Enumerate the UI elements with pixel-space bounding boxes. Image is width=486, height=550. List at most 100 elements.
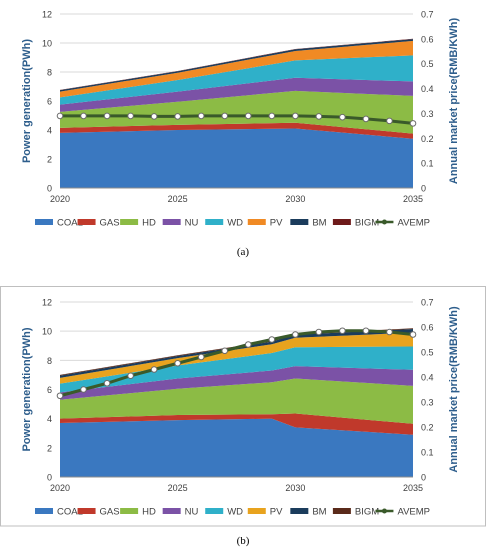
legend-label-gas: GAS xyxy=(100,507,120,518)
avemp-line xyxy=(60,114,414,125)
y-axis-title: Power generation(PWh) xyxy=(21,327,33,451)
y2-tick-label: 0.7 xyxy=(421,298,434,308)
y-tick-label: 12 xyxy=(42,298,52,308)
legend-label-bigm: BIGM xyxy=(355,218,379,229)
avemp-point xyxy=(221,112,229,120)
caption-a: (a) xyxy=(236,246,250,258)
avemp-point xyxy=(244,112,252,120)
avemp-point xyxy=(315,328,323,336)
avemp-point xyxy=(362,327,370,335)
chart-panel-b: 0 2 4 6 8 10 12 0 0.1 0.2 0.3 0.4 0.5 0.6 0.7 2020 2025 2… xyxy=(0,286,486,527)
avemp-line xyxy=(59,329,414,398)
x-tick-label: 2035 xyxy=(403,483,423,493)
area-nu xyxy=(60,366,413,400)
avemp-point xyxy=(174,113,181,120)
y-tick-label: 4 xyxy=(47,126,52,136)
x-tick-label: 2030 xyxy=(285,194,305,204)
legend-label-pv: PV xyxy=(270,507,283,518)
area-coal xyxy=(60,128,413,188)
legend-swatch-coal xyxy=(35,219,53,225)
legend-label-wd: WD xyxy=(227,218,243,229)
y2-axis-title: Annual market price(RMB/KWh) xyxy=(448,306,460,473)
y-tick-label: 4 xyxy=(47,414,52,424)
legend-label-avemp: AVEMP xyxy=(397,218,430,229)
avemp-point xyxy=(103,112,111,120)
y2-tick-label: 0.2 xyxy=(421,134,434,144)
y2-tick-label: 0.5 xyxy=(421,59,434,69)
legend-label-hd: HD xyxy=(142,218,156,229)
legend-label-avemp: AVEMP xyxy=(397,507,430,518)
area-nu xyxy=(60,77,413,112)
x-tick-label: 2020 xyxy=(50,194,70,204)
y2-tick-label: 0.6 xyxy=(421,34,434,44)
avemp-point xyxy=(174,359,181,367)
legend-swatch-bigm xyxy=(332,508,351,514)
y-tick-label: 10 xyxy=(42,327,52,337)
avemp-point xyxy=(386,328,393,336)
legend-swatch-gas xyxy=(77,219,96,225)
avemp-point xyxy=(315,113,323,120)
legend-swatch-nu xyxy=(162,219,181,225)
legend-swatch-coal xyxy=(35,508,53,514)
legend-label-coal: COAL xyxy=(57,507,83,518)
legend-label-pv: PV xyxy=(270,218,283,229)
legend-swatch-wd xyxy=(205,219,224,225)
y2-tick-label: 0.3 xyxy=(421,398,434,408)
avemp-point xyxy=(56,392,64,400)
legend-marker-avemp xyxy=(381,508,387,514)
area-pv xyxy=(60,332,413,384)
avemp-point xyxy=(80,386,87,393)
avemp-point xyxy=(409,120,417,127)
x-tick-label: 2025 xyxy=(168,483,188,493)
caption-b: (b) xyxy=(236,535,250,547)
x-tick-label: 2025 xyxy=(168,194,188,204)
y-tick-label: 2 xyxy=(47,443,52,453)
y2-tick-label: 0.1 xyxy=(421,159,434,169)
area-gas xyxy=(60,413,413,435)
legend-label-bigm: BIGM xyxy=(355,507,379,518)
legend-swatch-bm xyxy=(290,219,309,225)
y-tick-label: 12 xyxy=(42,10,52,20)
y-tick-label: 6 xyxy=(47,97,52,107)
avemp-point xyxy=(339,113,346,121)
legend-label-wd: WD xyxy=(227,507,243,518)
avemp-point xyxy=(292,112,299,120)
avemp-point xyxy=(197,353,205,361)
legend-label-nu: NU xyxy=(185,507,199,518)
legend-swatch-pv xyxy=(247,508,266,514)
y-tick-label: 8 xyxy=(47,356,52,366)
avemp-point xyxy=(103,379,111,387)
legend-label-gas: GAS xyxy=(100,218,120,229)
y2-axis-title: Annual market price(RMB/KWh) xyxy=(448,18,460,185)
y2-tick-label: 0.7 xyxy=(421,10,434,20)
x-tick-label: 2020 xyxy=(50,483,70,493)
area-gas xyxy=(60,122,413,139)
area-pv xyxy=(60,40,413,98)
avemp-point xyxy=(409,331,417,338)
y2-tick-label: 0.6 xyxy=(421,323,434,333)
legend-swatch-wd xyxy=(205,508,224,514)
avemp-point xyxy=(197,112,205,120)
avemp-point xyxy=(244,341,252,348)
y-tick-label: 0 xyxy=(47,473,52,483)
y-tick-label: 8 xyxy=(47,68,52,78)
avemp-point xyxy=(127,372,134,380)
avemp-point xyxy=(292,331,299,338)
avemp-point xyxy=(386,117,393,125)
legend-label-coal: COAL xyxy=(57,218,83,229)
legend-label-hd: HD xyxy=(142,507,156,518)
y-axis-title: Power generation(PWh) xyxy=(21,39,33,163)
avemp-point xyxy=(56,112,64,120)
legend-marker-avemp xyxy=(381,219,387,225)
legend-swatch-pv xyxy=(247,219,266,225)
area-coal xyxy=(60,418,413,477)
avemp-point xyxy=(339,327,346,335)
y2-tick-label: 0.5 xyxy=(421,348,434,358)
area-wd xyxy=(60,346,413,393)
legend-swatch-nu xyxy=(162,508,181,514)
area-bm xyxy=(60,328,413,378)
x-tick-label: 2030 xyxy=(285,483,305,493)
avemp-point xyxy=(127,112,134,120)
y2-tick-label: 0.2 xyxy=(421,423,434,433)
